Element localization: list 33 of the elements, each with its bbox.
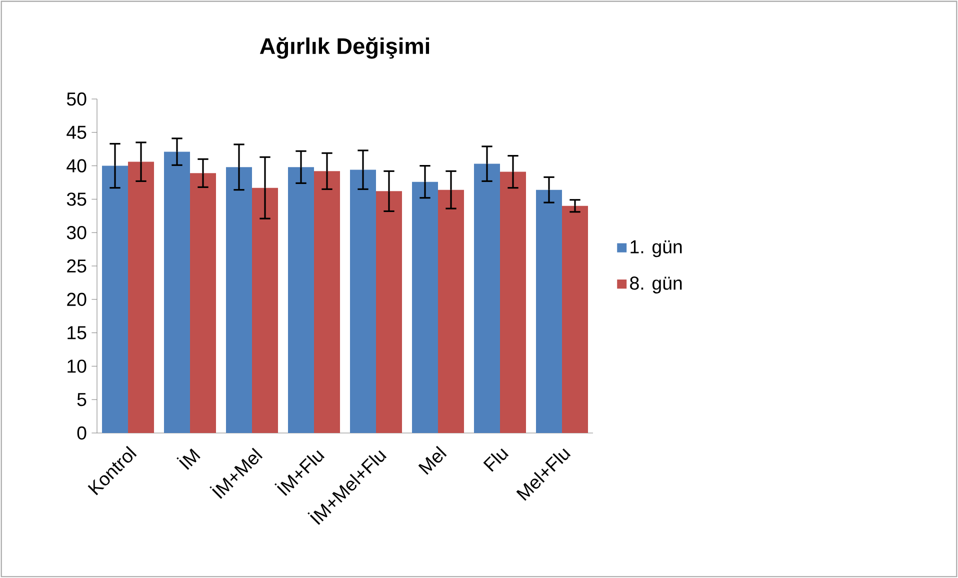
y-tick-label: 45	[66, 126, 86, 139]
bar	[314, 171, 340, 433]
y-tick-label: 15	[68, 326, 86, 340]
bar	[128, 162, 154, 433]
x-tick-label: Flu	[483, 448, 509, 472]
bar	[102, 166, 128, 433]
bar	[376, 191, 402, 433]
bar	[536, 190, 562, 433]
bar	[164, 152, 190, 433]
legend-label: 8. gün	[630, 276, 682, 294]
bar	[412, 182, 438, 433]
legend-label: 1. gün	[630, 240, 682, 258]
x-tick-label: Mel	[418, 446, 447, 475]
y-tick-label: 30	[66, 226, 86, 240]
bar	[252, 188, 278, 433]
bar	[350, 170, 376, 433]
y-tick-label: 10	[68, 360, 86, 373]
bar	[190, 173, 216, 433]
y-tick-label: 0	[77, 426, 86, 440]
bar	[474, 164, 500, 433]
bar	[438, 190, 464, 433]
chart-title: Ağırlık Değişimi	[260, 37, 430, 59]
y-tick-label: 50	[66, 92, 86, 106]
y-tick-label: 40	[66, 159, 86, 172]
x-tick-label: İM	[176, 448, 200, 470]
bar	[288, 167, 314, 433]
y-tick-label: 20	[67, 292, 86, 306]
bar	[562, 206, 588, 433]
bar	[500, 172, 526, 433]
y-tick-label: 25	[67, 259, 86, 273]
y-tick-label: 5	[77, 393, 86, 406]
y-tick-label: 35	[66, 192, 86, 206]
bar	[226, 167, 252, 433]
